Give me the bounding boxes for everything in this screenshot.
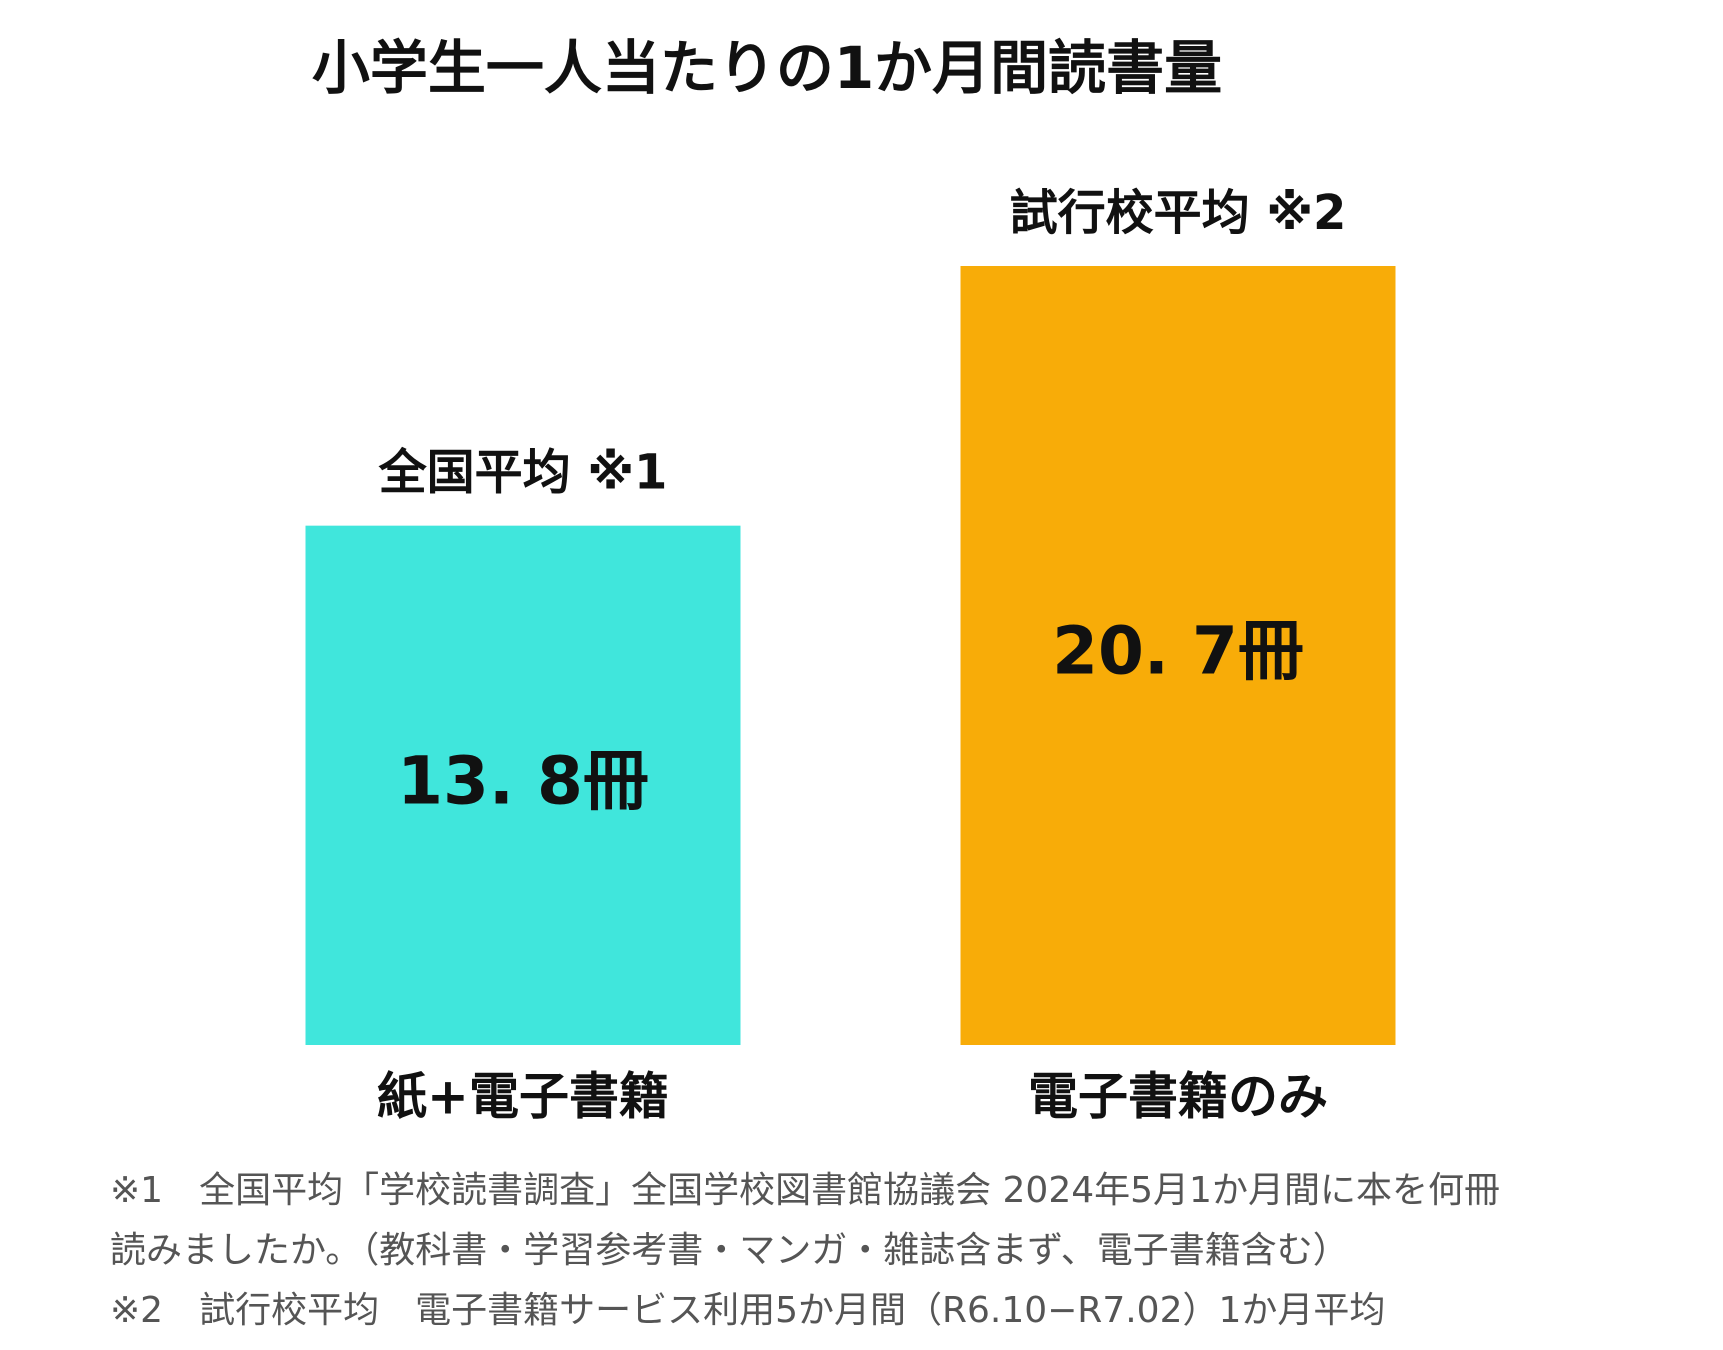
bar-label: 全国平均 ※1 [378, 445, 668, 501]
footnote: ※1 全国平均「学校読書調査」全国学校図書館協議会 2024年5月1か月間に本を… [110, 1170, 1500, 1211]
footnote: ※2 試行校平均 電子書籍サービス利用5か月間（R6.10−R7.02）1か月平… [110, 1290, 1385, 1331]
bar [305, 525, 741, 1045]
value-label: 13. 8冊 [397, 742, 649, 819]
x-tick-label: 紙+電子書籍 [377, 1068, 669, 1126]
x-tick-label: 電子書籍のみ [1028, 1068, 1328, 1126]
value-label: 20. 7冊 [1052, 613, 1304, 690]
bar-label: 試行校平均 ※2 [1010, 185, 1347, 241]
chart-title: 小学生一人当たりの1か月間読書量 [312, 34, 1222, 102]
footnote: 読みましたか。（教科書・学習参考書・マンガ・雑誌含まず、電子書籍含む） [110, 1230, 1349, 1271]
bar [960, 266, 1396, 1045]
